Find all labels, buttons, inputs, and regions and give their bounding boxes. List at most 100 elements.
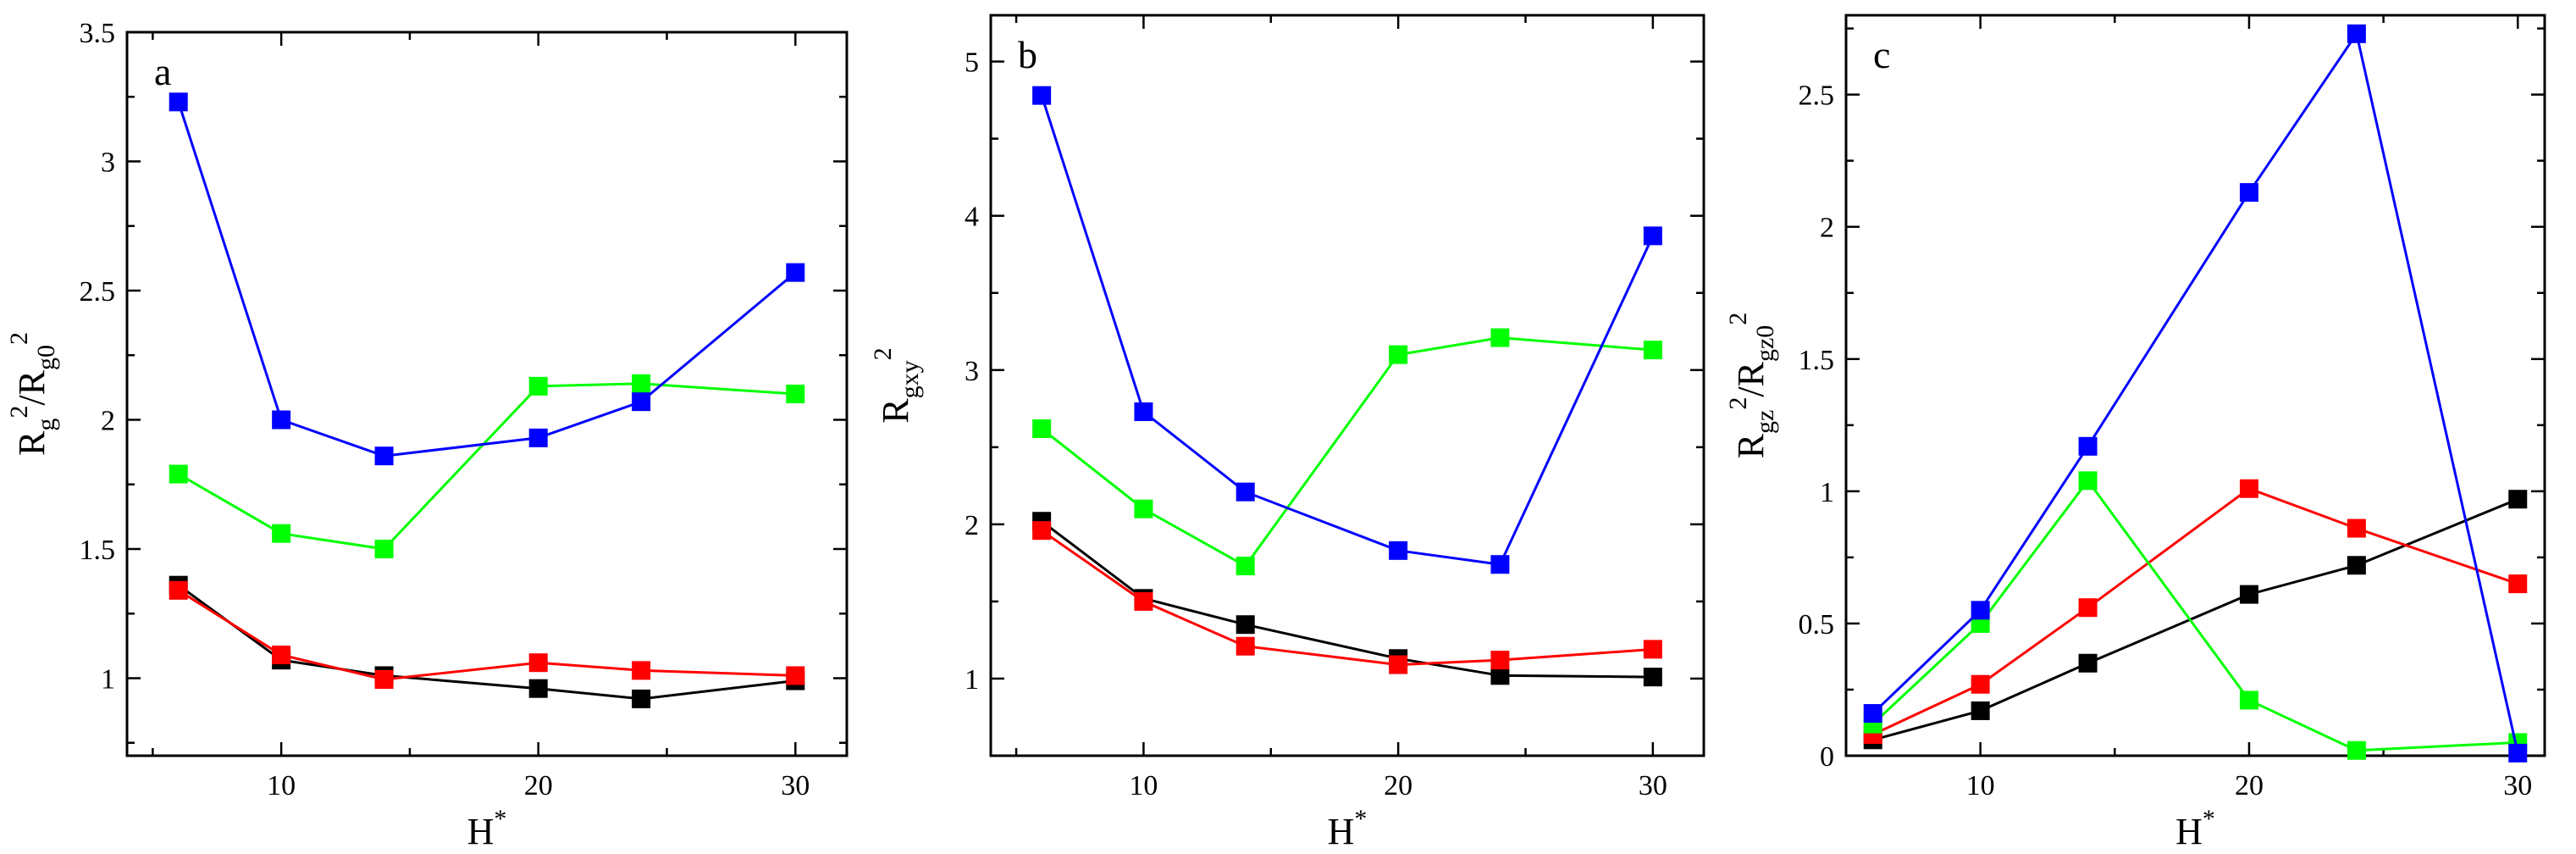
panel-c-y-axis-title: Rgz2/Rgz02 bbox=[1724, 313, 1779, 459]
panel-b-green-point bbox=[1032, 419, 1052, 438]
panel-c-x-axis-title: H* bbox=[2175, 805, 2215, 852]
panel-a-red-point bbox=[169, 580, 188, 600]
panel-b-red-point bbox=[1134, 591, 1153, 611]
panel-c-label: c bbox=[1873, 33, 1890, 76]
panel-c-blue-point bbox=[2239, 183, 2258, 202]
panel-a-blue-point bbox=[374, 446, 394, 466]
panel-c-red-point bbox=[2347, 518, 2366, 538]
panel-c-green-point bbox=[2239, 690, 2258, 710]
panel-b-black-point bbox=[1235, 615, 1255, 635]
panel-b-blue-point bbox=[1389, 541, 1408, 560]
panel-c-plot-frame bbox=[1844, 14, 2546, 757]
panel-c: 10 20 30 0 0.5 1 1.5 2 2.5 c H* Rgz2/Rgz02 bbox=[1724, 14, 2546, 852]
panel-b-red-point bbox=[1490, 651, 1510, 670]
panel-a-red-point bbox=[786, 666, 805, 685]
panel-b-x-tick-label: 30 bbox=[1639, 770, 1667, 801]
panel-c-red-point bbox=[1971, 674, 1990, 694]
panel-c-y-tick-label: 0.5 bbox=[1799, 609, 1835, 640]
panel-b: 10 20 30 1 2 3 4 5 b H* Rgxy2 bbox=[869, 14, 1705, 852]
panel-b-green-point bbox=[1490, 328, 1510, 347]
panel-a-y-tick-label: 2.5 bbox=[80, 276, 116, 308]
panel-a-blue-point bbox=[786, 263, 805, 282]
panel-a-green-series-line bbox=[177, 382, 796, 551]
panel-a-black-point bbox=[632, 689, 651, 708]
panel-c-y-tick-label: 0 bbox=[1820, 741, 1834, 773]
panel-b-green-point bbox=[1134, 499, 1153, 518]
panel-c-x-tick-label: 10 bbox=[1966, 770, 1995, 801]
panel-b-red-series-line bbox=[1041, 529, 1654, 667]
panel-c-blue-point bbox=[2078, 436, 2098, 456]
panel-c-red-point bbox=[2078, 598, 2098, 618]
panel-b-red-point bbox=[1235, 636, 1255, 656]
panel-c-y-tick-label: 2 bbox=[1820, 213, 1834, 244]
panel-c-y-tick-label: 2.5 bbox=[1799, 80, 1835, 112]
panel-a-y-tick-label: 3 bbox=[101, 147, 115, 179]
panel-b-y-axis-title: Rgxy2 bbox=[869, 347, 924, 423]
panel-a-x-tick-label: 10 bbox=[267, 770, 296, 801]
panel-b-blue-point bbox=[1134, 402, 1153, 421]
panel-a-red-point bbox=[632, 661, 651, 680]
panel-c-blue-point bbox=[2508, 743, 2528, 762]
panel-b-red-point bbox=[1389, 655, 1408, 674]
panel-c-red-point bbox=[2508, 574, 2528, 594]
panel-b-y-tick-label: 3 bbox=[965, 356, 979, 387]
panel-b-plot-frame bbox=[989, 14, 1705, 757]
panel-a-green-point bbox=[528, 376, 548, 396]
panel-b-green-point bbox=[1643, 341, 1662, 360]
panel-c-y-tick-label: 1.5 bbox=[1799, 345, 1835, 376]
panel-a-blue-point bbox=[169, 92, 188, 112]
panel-b-green-point bbox=[1389, 345, 1408, 364]
panel-a-y-tick-label: 2 bbox=[101, 406, 115, 437]
panel-b-x-tick-label: 20 bbox=[1384, 770, 1412, 801]
panel-a-green-point bbox=[272, 524, 291, 543]
panel-b-blue-point bbox=[1235, 482, 1255, 502]
panel-a-label: a bbox=[154, 50, 171, 93]
panel-c-black-point bbox=[2508, 490, 2528, 509]
panel-c-green-series-line bbox=[1871, 478, 2518, 752]
panel-b-y-tick-label: 1 bbox=[965, 664, 979, 696]
panel-a-y-tick-label: 1.5 bbox=[80, 535, 116, 566]
panel-a-red-point bbox=[272, 646, 291, 665]
panel-c-green-point bbox=[2078, 471, 2098, 491]
panel-c-blue-point bbox=[1971, 601, 1990, 620]
panel-b-black-series-line bbox=[1041, 520, 1653, 679]
panel-a-x-tick-label: 20 bbox=[524, 770, 553, 801]
panel-b-x-axis-title: H* bbox=[1328, 805, 1368, 852]
panel-a-green-point bbox=[169, 464, 188, 484]
panel-b-blue-point bbox=[1643, 226, 1662, 246]
panel-c-black-point bbox=[1971, 701, 1990, 720]
panel-a-y-tick-label: 3.5 bbox=[80, 18, 116, 49]
panel-a-y-tick-label: 1 bbox=[101, 664, 115, 696]
panel-a-blue-point bbox=[528, 428, 548, 447]
panel-a-black-series-line bbox=[177, 584, 796, 701]
panel-b-y-tick-label: 2 bbox=[965, 510, 979, 541]
panel-c-blue-point bbox=[1863, 704, 1882, 724]
panel-b-y-tick-label: 4 bbox=[965, 202, 979, 233]
panel-a-green-point bbox=[374, 540, 394, 558]
panel-a-x-tick-label: 30 bbox=[781, 770, 810, 801]
panel-b-blue-series-line bbox=[1040, 95, 1655, 566]
panel-c-black-point bbox=[2239, 585, 2258, 604]
panel-b-red-point bbox=[1032, 521, 1052, 541]
panel-c-black-point bbox=[2078, 653, 2098, 673]
panel-a-y-axis-title: Rg2/Rg02 bbox=[5, 332, 60, 456]
panel-a: 10 20 30 1 1.5 2 2.5 3 3.5 a H* Rg2/Rg02 bbox=[5, 18, 849, 852]
panel-c-black-point bbox=[2347, 556, 2366, 575]
panel-a-red-point bbox=[374, 670, 394, 690]
panel-b-green-point bbox=[1235, 557, 1255, 576]
panel-b-blue-point bbox=[1490, 555, 1510, 574]
panel-b-y-tick-label: 5 bbox=[965, 47, 979, 79]
panel-a-blue-series-line bbox=[177, 101, 797, 458]
panel-c-x-tick-label: 20 bbox=[2235, 770, 2264, 801]
panel-a-blue-point bbox=[632, 392, 651, 412]
panel-c-green-point bbox=[2347, 740, 2366, 760]
panel-a-green-point bbox=[786, 385, 805, 403]
panel-c-y-tick-label: 1 bbox=[1820, 477, 1834, 508]
panel-a-green-point bbox=[632, 374, 651, 393]
panel-a-red-series-line bbox=[177, 589, 796, 681]
panel-b-red-point bbox=[1643, 640, 1662, 659]
panel-b-green-series-line bbox=[1041, 336, 1654, 568]
panel-b-x-tick-label: 10 bbox=[1129, 770, 1158, 801]
panel-c-x-tick-label: 30 bbox=[2503, 770, 2532, 801]
panel-a-x-axis-title: H* bbox=[467, 805, 507, 852]
